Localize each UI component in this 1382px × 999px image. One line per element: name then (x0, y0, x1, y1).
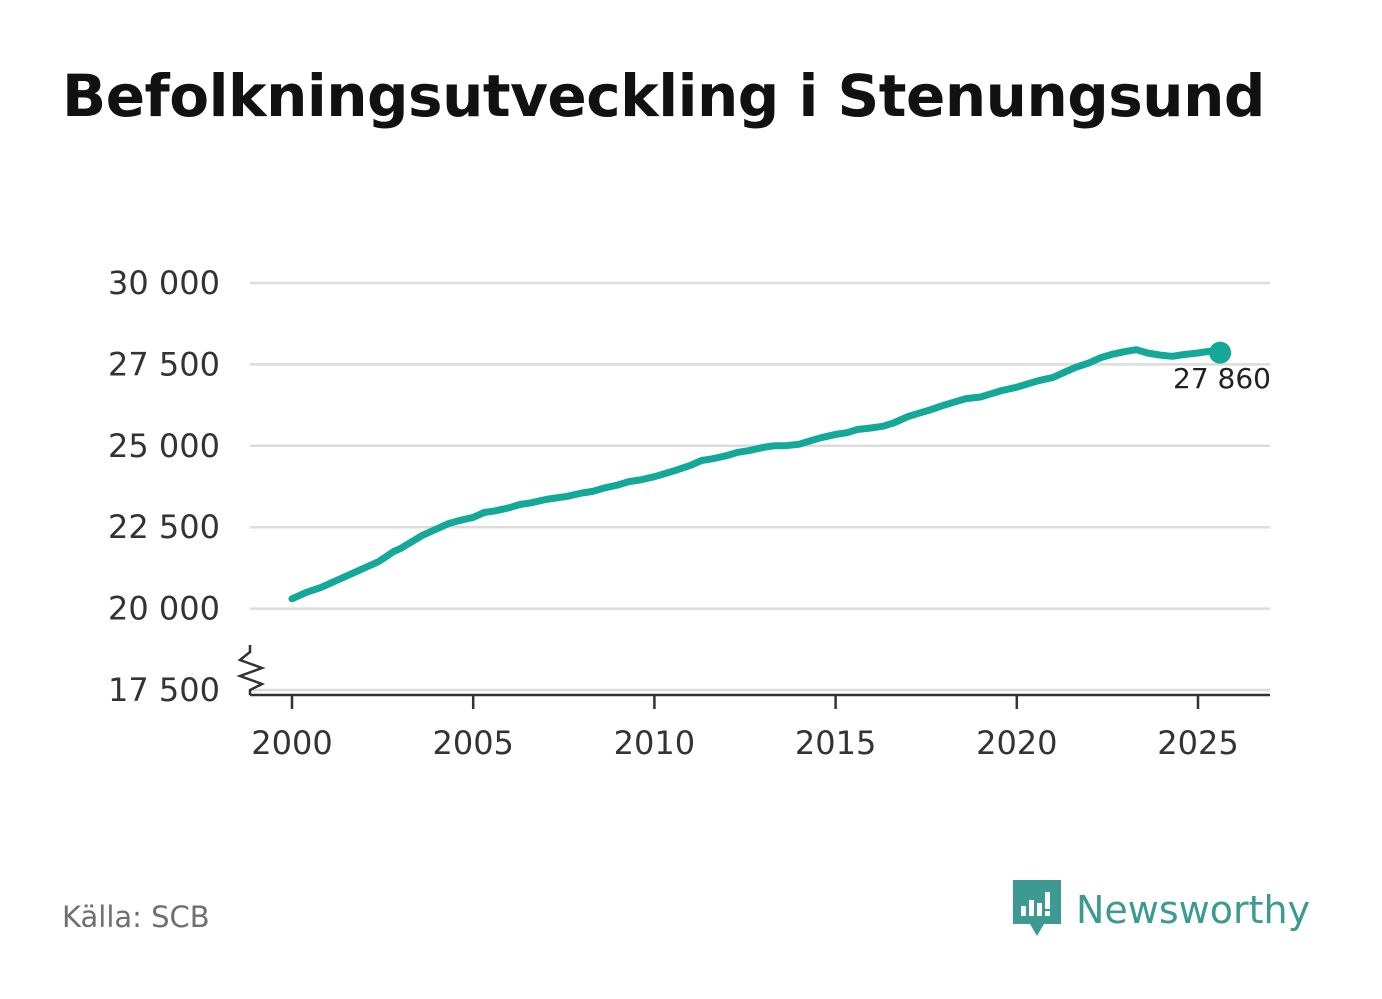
x-tick-label: 2000 (251, 724, 332, 762)
brand-name: Newsworthy (1076, 888, 1311, 932)
grid-lines (250, 281, 1270, 692)
series-line (288, 346, 1220, 603)
brand-logo: Newsworthy (1010, 878, 1310, 942)
y-tick-label: 25 000 (108, 427, 220, 465)
y-tick-label: 20 000 (108, 590, 220, 628)
newsworthy-logo-icon (1013, 880, 1061, 936)
x-axis: 2000 2005 2010 2015 2020 2025 (250, 693, 1270, 762)
y-tick-label: 30 000 (108, 264, 220, 302)
axis-break-zigzag (236, 645, 266, 695)
chart-title: Befolkningsutveckling i Stenungsund (62, 62, 1265, 130)
x-tick-label: 2010 (614, 724, 695, 762)
x-tick-label: 2015 (795, 724, 876, 762)
end-value-label: 27 860 (1173, 362, 1271, 395)
y-axis: 17 500 20 000 22 500 25 000 27 500 30 000 (108, 264, 220, 709)
source-note: Källa: SCB (62, 900, 210, 934)
x-tick-label: 2020 (976, 724, 1057, 762)
end-point-marker (1209, 341, 1232, 364)
x-tick-label: 2005 (432, 724, 513, 762)
axis-break-icon (236, 645, 266, 695)
series-layer: 27 860 (288, 341, 1271, 603)
y-tick-label: 27 500 (108, 345, 220, 383)
y-tick-label: 17 500 (108, 671, 220, 709)
y-tick-label: 22 500 (108, 508, 220, 546)
x-tick-label: 2025 (1157, 724, 1238, 762)
